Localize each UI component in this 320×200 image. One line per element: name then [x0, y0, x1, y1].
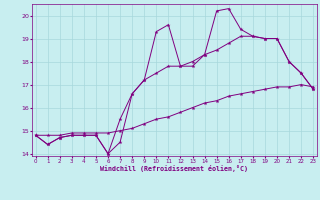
X-axis label: Windchill (Refroidissement éolien,°C): Windchill (Refroidissement éolien,°C): [100, 165, 248, 172]
